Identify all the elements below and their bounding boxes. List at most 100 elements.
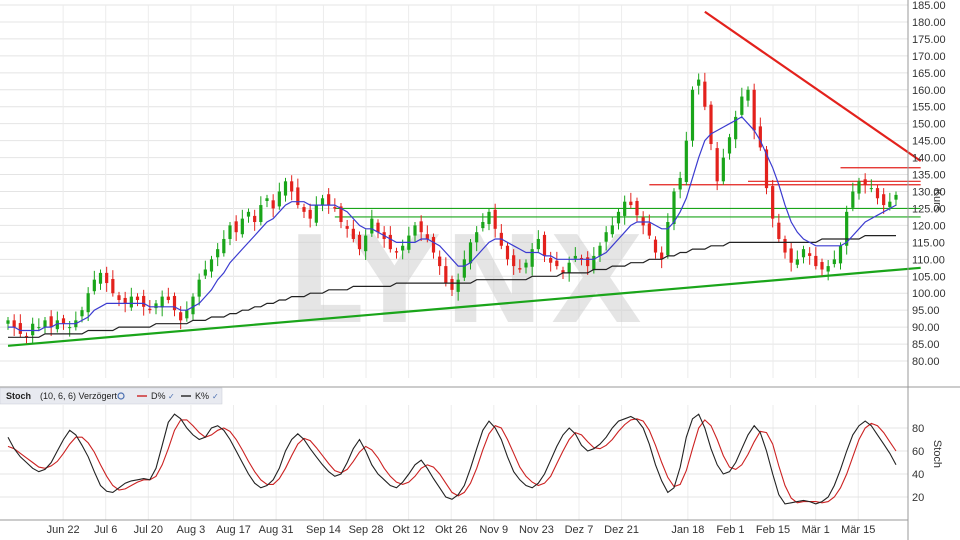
x-tick-label: Okt 26 [435,524,467,536]
candle-body [771,186,775,219]
candle-body [55,320,59,330]
legend-k-check-icon[interactable]: ✓ [212,392,219,401]
candle-body [635,200,639,216]
candle-body [598,245,602,256]
candle-body [820,262,824,270]
candle-body [734,116,738,140]
candle-body [579,257,584,260]
candle-body [826,266,830,272]
candle-body [838,245,843,264]
candle-body [604,232,608,242]
stoch-k-line [7,413,897,505]
candle-body [444,266,448,284]
candle-body [290,181,294,192]
candle-body [203,269,207,276]
candle-body [524,262,528,268]
candle-body [777,222,781,239]
candle-body [339,206,343,223]
candle-body [542,234,547,256]
candle-body [135,296,140,301]
candle-body [6,320,10,324]
candle-body [882,194,886,206]
candle-body [616,211,621,224]
candle-body [715,148,719,182]
sma-long-line [8,235,896,338]
stoch-title: Stoch [6,391,31,401]
price-tick-label: 110.00 [912,254,945,266]
candle-body [320,198,325,206]
candle-body [721,157,725,182]
moving-averages [8,116,897,338]
candle-body [92,279,96,292]
candle-body [68,327,72,329]
candle-body [333,207,337,209]
candle-body [123,297,127,304]
candle-body [647,223,651,236]
candle-body [308,209,312,219]
candle-body [678,177,682,190]
price-tick-label: 175.00 [912,34,946,46]
candle-body [641,217,645,226]
x-tick-label: Sep 28 [349,524,384,536]
price-tick-label: 160.00 [912,85,946,97]
candle-body [857,181,861,194]
price-tick-label: 150.00 [912,119,946,131]
candle-body [592,255,596,271]
candle-body [228,225,232,239]
x-tick-label: Jul 20 [134,524,163,536]
candle-body [24,335,29,338]
candle-body [31,323,35,336]
settings-icon-ring [117,392,125,400]
candle-body [536,238,540,250]
candle-body [832,259,836,265]
x-tick-label: Jul 6 [94,524,117,536]
candle-body [37,327,41,329]
candle-body [191,296,195,315]
candle-body [623,201,627,216]
candle-body [468,242,473,264]
candle-body [795,259,799,265]
candle-body [703,81,707,107]
candle-body [746,89,750,101]
candle-body [259,205,263,223]
candle-body [277,191,281,207]
candle-body [512,255,516,267]
candle-body [783,238,787,253]
candle-body [401,245,405,251]
candle-body [789,248,793,263]
candle-body [419,221,423,233]
x-tick-label: Dez 7 [565,524,594,536]
candle-body [49,316,53,328]
price-tick-label: 140.00 [912,153,946,165]
stoch-tick-label: 20 [912,492,924,504]
x-tick-label: Feb 1 [716,524,744,536]
candle-body [752,89,756,131]
candle-body [530,249,534,267]
stoch-tick-label: 60 [912,446,924,458]
x-tick-label: Sep 14 [306,524,341,536]
candle-body [555,260,559,267]
kurs-axis-label: Kurs [931,189,943,212]
candle-body [450,278,454,290]
candle-body [549,257,553,263]
x-axis: Jun 22 Jul 6 Jul 20 Aug 3 Aug 17 Aug 31 Sep 14… [47,524,876,536]
candle-body [142,295,146,307]
legend-k-label: K% [195,391,209,401]
x-tick-label: Nov 9 [479,524,508,536]
price-tick-label: 155.00 [912,102,946,114]
candle-body [666,222,670,256]
candle-body [438,256,442,267]
stoch-params: (10, 6, 6) Verzögert [40,391,118,401]
x-tick-label: Jan 18 [671,524,704,536]
candle-body [265,198,269,201]
candle-body [351,228,355,239]
candle-body [740,96,744,115]
stoch-lines [7,413,897,505]
candle-body [586,257,590,267]
settings-icon[interactable] [117,392,125,400]
trendlines [7,10,922,347]
price-axis: 185.00 180.00 175.00 170.00 165.00 160.00 155.… [907,0,946,540]
candle-body [894,194,898,200]
legend-d-check-icon[interactable]: ✓ [168,392,175,401]
